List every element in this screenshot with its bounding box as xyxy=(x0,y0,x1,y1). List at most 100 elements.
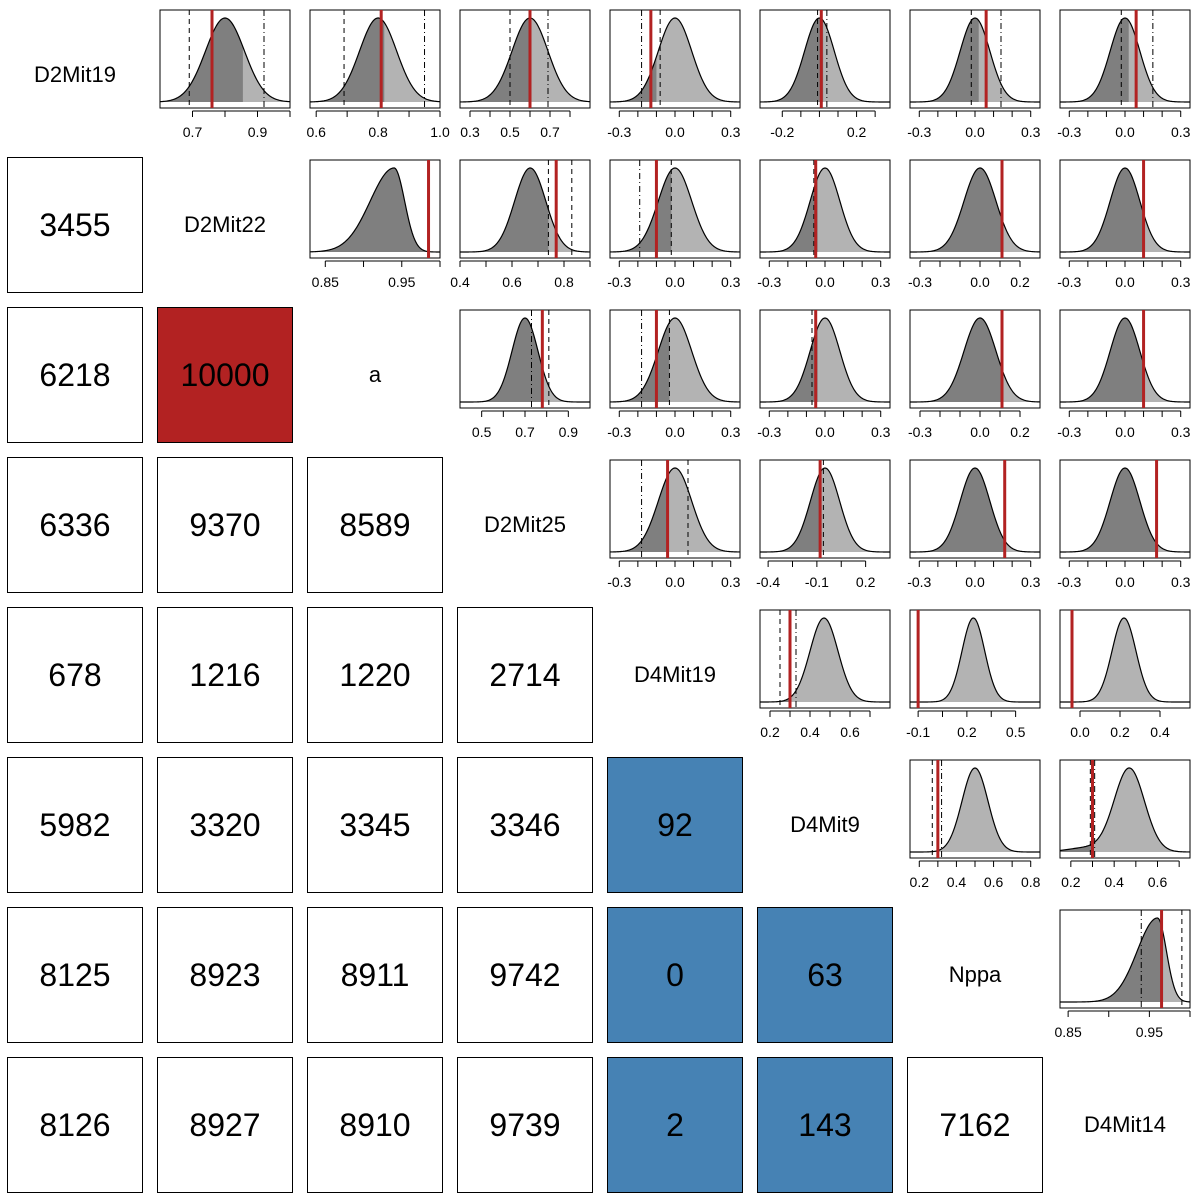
x-tick-label: -0.3 xyxy=(1057,574,1081,590)
count-cell: 10000 xyxy=(157,307,293,443)
density-dark-area xyxy=(760,18,824,102)
density-panel: -0.3 0.0 0.3 xyxy=(757,309,891,440)
x-tick-label: 0.0 xyxy=(665,424,685,440)
x-tick-label: 0.3 xyxy=(1171,424,1191,440)
density-dark-area xyxy=(1060,18,1129,102)
density-panel: -0.3 0.0 0.3 xyxy=(607,159,741,290)
density-curve xyxy=(910,167,1041,253)
panel-frame xyxy=(609,459,741,559)
x-tick-label: 0.3 xyxy=(871,274,891,290)
count-cell: 3455 xyxy=(7,157,143,293)
density-panel: -0.3 0.0 0.3 xyxy=(607,309,741,440)
diagonal-label: a xyxy=(368,362,382,387)
density-light-area xyxy=(910,618,1040,702)
density-dark-area xyxy=(310,18,385,102)
x-tick-label: 0.3 xyxy=(1171,574,1191,590)
density-dark-area xyxy=(760,697,790,702)
x-tick-label: 0.9 xyxy=(559,424,579,440)
panel-frame xyxy=(759,459,891,559)
x-tick-label: 0.3 xyxy=(721,424,741,440)
x-tick-label: 0.0 xyxy=(1070,724,1090,740)
count-cell: 6336 xyxy=(7,457,143,593)
x-tick-label: 0.2 xyxy=(1110,724,1130,740)
density-dark-area xyxy=(160,18,243,102)
density-curve xyxy=(609,167,741,253)
panel-frame xyxy=(609,309,741,409)
x-tick-label: 0.4 xyxy=(1104,874,1124,890)
density-dark-area xyxy=(610,475,668,552)
count-cell: 2714 xyxy=(457,607,593,743)
x-tick-label: 0.0 xyxy=(1115,274,1135,290)
x-tick-label: -0.3 xyxy=(607,574,631,590)
density-panel: 0.4 0.6 0.8 xyxy=(450,159,591,290)
x-tick-label: -0.3 xyxy=(607,424,631,440)
density-panel: -0.3 0.0 0.3 xyxy=(1057,159,1191,290)
panel-frame xyxy=(909,459,1041,559)
panel-frame xyxy=(309,159,441,259)
density-light-area xyxy=(1060,768,1190,852)
density-curve xyxy=(460,167,591,253)
x-tick-label: -0.3 xyxy=(907,124,931,140)
count-cell: 63 xyxy=(757,907,893,1043)
density-dark-area xyxy=(760,177,818,252)
x-tick-label: 0.5 xyxy=(1006,724,1026,740)
diagonal-label: D2Mit19 xyxy=(34,62,116,87)
density-dark-area xyxy=(760,472,821,552)
density-light-area xyxy=(1060,618,1190,702)
panel-frame xyxy=(609,159,741,259)
density-light-area xyxy=(760,18,890,102)
density-curve xyxy=(1060,617,1190,703)
x-tick-label: -0.3 xyxy=(1057,424,1081,440)
count-cell: 3320 xyxy=(157,757,293,893)
x-tick-label: 0.2 xyxy=(910,874,930,890)
x-tick-label: 0.2 xyxy=(856,574,876,590)
density-panel: -0.3 0.0 0.2 xyxy=(908,309,1041,440)
x-tick-label: 0.6 xyxy=(840,724,860,740)
x-tick-label: 0.6 xyxy=(984,874,1004,890)
x-tick-label: 0.4 xyxy=(1150,724,1170,740)
count-cell: 8923 xyxy=(157,907,293,1043)
x-tick-label: 0.2 xyxy=(847,124,867,140)
x-tick-label: 0.4 xyxy=(800,724,820,740)
x-tick-label: 0.5 xyxy=(500,124,520,140)
panel-frame xyxy=(909,9,1041,109)
x-tick-label: 0.95 xyxy=(388,274,415,290)
density-panel: -0.3 0.0 0.3 xyxy=(1057,9,1191,140)
density-panel: 0.2 0.4 0.6 0.8 xyxy=(909,759,1041,890)
panel-frame xyxy=(1059,309,1191,409)
count-cell: 8126 xyxy=(7,1057,143,1193)
count-cell: 1220 xyxy=(307,607,443,743)
panel-frame xyxy=(1059,159,1191,259)
diagonal-label: D4Mit14 xyxy=(1084,1112,1166,1137)
density-panel: -0.1 0.2 0.5 xyxy=(906,609,1041,740)
x-tick-label: 0.3 xyxy=(721,124,741,140)
x-tick-label: -0.3 xyxy=(607,124,631,140)
panel-frame xyxy=(1059,909,1191,1009)
x-tick-label: 0.0 xyxy=(815,274,835,290)
panel-frame xyxy=(459,9,591,109)
panel-frame xyxy=(909,609,1041,709)
count-cell: 92 xyxy=(607,757,743,893)
density-dark-area xyxy=(910,468,1005,552)
density-panel: -0.3 0.0 0.3 xyxy=(757,159,891,290)
density-panel: 0.85 0.95 xyxy=(1055,909,1191,1040)
count-cell: 9739 xyxy=(457,1057,593,1193)
density-panel: -0.3 0.0 0.3 xyxy=(1057,459,1191,590)
density-panel: 0.7 0.9 xyxy=(159,9,291,140)
panel-frame xyxy=(759,159,891,259)
panel-frame xyxy=(759,309,891,409)
x-tick-label: -0.3 xyxy=(908,274,932,290)
x-tick-label: 0.0 xyxy=(815,424,835,440)
x-tick-label: 0.0 xyxy=(1115,124,1135,140)
x-tick-label: 0.2 xyxy=(1010,274,1030,290)
x-tick-label: 0.6 xyxy=(1148,874,1168,890)
density-dark-area xyxy=(610,322,670,402)
count-cell: 8910 xyxy=(307,1057,443,1193)
density-light-area xyxy=(610,168,740,252)
x-tick-label: 0.85 xyxy=(312,274,339,290)
x-tick-label: 0.0 xyxy=(965,124,985,140)
x-tick-label: -0.4 xyxy=(756,574,780,590)
density-curve xyxy=(309,17,441,103)
x-tick-label: 0.8 xyxy=(1021,874,1041,890)
